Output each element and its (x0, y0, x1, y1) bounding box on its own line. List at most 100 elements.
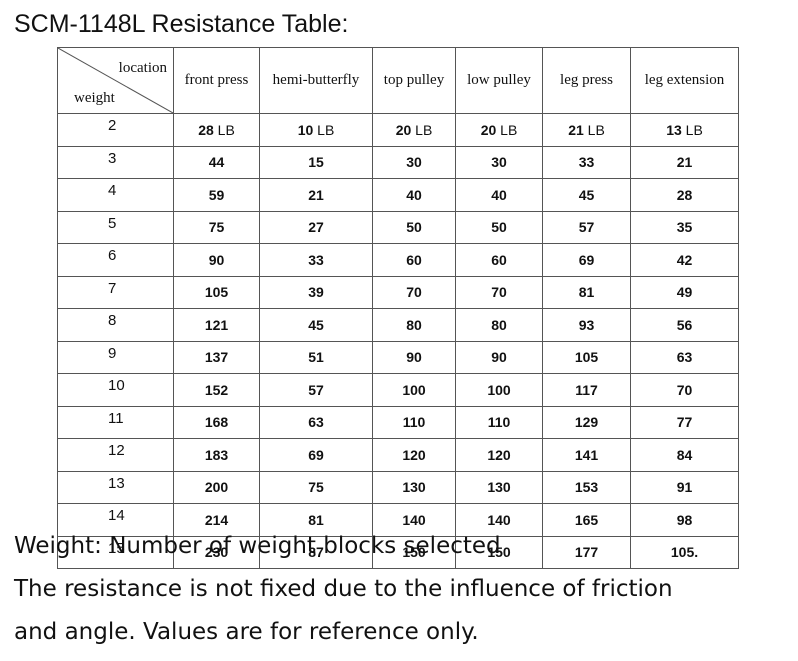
weight-cell: 6 (57, 243, 174, 277)
value-cell: 60 (372, 243, 456, 277)
value-cell: 130 (455, 470, 543, 504)
column-header: low pulley (455, 47, 543, 114)
value-cell: 13 LB (630, 113, 739, 147)
value-cell: 51 (259, 340, 373, 374)
value-cell: 57 (542, 210, 631, 244)
value-number: 20 (395, 121, 412, 138)
value-cell: 49 (630, 275, 739, 309)
value-cell: 33 (542, 145, 631, 179)
value-cell: 35 (630, 210, 739, 244)
value-cell: 200 (173, 470, 260, 504)
value-number: 20 (480, 121, 497, 138)
value-unit: LB (317, 121, 335, 138)
value-cell: 117 (542, 373, 631, 407)
value-cell: 75 (259, 470, 373, 504)
value-cell: 150 (372, 535, 456, 569)
value-cell: 121 (173, 308, 260, 342)
value-number: 13 (666, 121, 682, 138)
value-number: 21 (568, 121, 584, 138)
value-cell: 75 (173, 210, 260, 244)
table-row: 6 90 33 60 60 69 42 (57, 243, 739, 277)
table-row: 12 183 69 120 120 141 84 (57, 438, 739, 472)
value-cell: 91 (630, 470, 739, 504)
value-cell: 77 (630, 405, 739, 439)
value-cell: 153 (542, 470, 631, 504)
weight-cell: 5 (57, 210, 174, 244)
value-cell: 137 (173, 340, 260, 374)
value-cell: 80 (455, 308, 543, 342)
table-row: 13 200 75 130 130 153 91 (57, 470, 739, 504)
value-cell: 110 (455, 405, 543, 439)
table-row: 8 121 45 80 80 93 56 (57, 308, 739, 342)
table-row: 14 214 81 140 140 165 98 (57, 503, 739, 537)
value-cell: 63 (259, 405, 373, 439)
weight-cell: 14 (57, 503, 174, 537)
value-cell: 21 (259, 178, 373, 212)
value-cell: 69 (259, 438, 373, 472)
value-cell: 105 (173, 275, 260, 309)
value-cell: 30 (455, 145, 543, 179)
value-cell: 42 (630, 243, 739, 277)
table-row: 10 152 57 100 100 117 70 (57, 373, 739, 407)
value-unit: LB (415, 121, 433, 138)
value-cell: 81 (542, 275, 631, 309)
column-header: front press (173, 47, 260, 114)
value-cell: 27 (259, 210, 373, 244)
value-cell: 28 LB (173, 113, 260, 147)
value-number: 10 (297, 121, 314, 138)
value-cell: 44 (173, 145, 260, 179)
value-cell: 100 (372, 373, 456, 407)
column-header: leg extension (630, 47, 739, 114)
value-cell: 120 (372, 438, 456, 472)
weight-cell: 15 (57, 535, 174, 569)
value-cell: 105. (630, 535, 739, 569)
weight-cell: 8 (57, 308, 174, 342)
column-header: hemi-butterfly (259, 47, 373, 114)
value-cell: 60 (455, 243, 543, 277)
value-cell: 98 (630, 503, 739, 537)
diagonal (58, 48, 173, 113)
value-cell: 21 (630, 145, 739, 179)
weight-cell: 10 (57, 373, 174, 407)
note-line: The resistance is not fixed due to the i… (14, 576, 673, 602)
value-cell: 150 (455, 535, 543, 569)
table-row: 11 168 63 110 110 129 77 (57, 405, 739, 439)
value-cell: 90 (173, 243, 260, 277)
value-cell: 168 (173, 405, 260, 439)
weight-cell: 2 (57, 113, 174, 147)
value-cell: 59 (173, 178, 260, 212)
value-cell: 120 (455, 438, 543, 472)
table-row: 7 105 39 70 70 81 49 (57, 275, 739, 309)
value-cell: 70 (455, 275, 543, 309)
weight-cell: 13 (57, 470, 174, 504)
value-cell: 50 (372, 210, 456, 244)
value-cell: 90 (455, 340, 543, 374)
value-cell: 39 (259, 275, 373, 309)
table-row: 2 28 LB 10 LB 20 LB 20 LB 21 LB 13 LB (57, 113, 739, 147)
value-cell: 45 (259, 308, 373, 342)
table-row: 15 230 87 150 150 177 105. (57, 535, 739, 569)
column-header: leg press (542, 47, 631, 114)
value-cell: 80 (372, 308, 456, 342)
table-row: 3 44 15 30 30 33 21 (57, 145, 739, 179)
resistance-table: location weight front press hemi-butterfl… (57, 47, 739, 569)
value-cell: 40 (372, 178, 456, 212)
value-cell: 45 (542, 178, 631, 212)
value-cell: 15 (259, 145, 373, 179)
value-cell: 129 (542, 405, 631, 439)
value-cell: 140 (372, 503, 456, 537)
table-row: 5 75 27 50 50 57 35 (57, 210, 739, 244)
table-row: 4 59 21 40 40 45 28 (57, 178, 739, 212)
value-cell: 130 (372, 470, 456, 504)
value-cell: 33 (259, 243, 373, 277)
table-row: 9 137 51 90 90 105 63 (57, 340, 739, 374)
value-cell: 20 LB (455, 113, 543, 147)
value-unit: LB (685, 121, 703, 138)
table-body: 2 28 LB 10 LB 20 LB 20 LB 21 LB 13 LB 3 44 15 30 30… (57, 113, 739, 569)
value-cell: 105 (542, 340, 631, 374)
weight-cell: 11 (57, 405, 174, 439)
value-number: 28 (198, 121, 214, 138)
value-cell: 110 (372, 405, 456, 439)
value-cell: 20 LB (372, 113, 456, 147)
